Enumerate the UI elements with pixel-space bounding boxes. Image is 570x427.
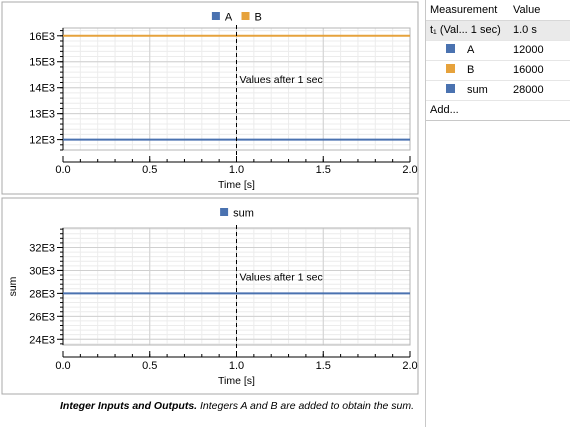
group-label: t₁ (Val... 1 sec) bbox=[430, 24, 501, 36]
measurement-name-b: B bbox=[467, 64, 475, 76]
plot-area: 12E3 13E3 14E3 15E3 16E3 0.0 0.5 1.0 1.5 2.0 Time … bbox=[1, 1, 420, 412]
chart1-x-tick-label: 1.0 bbox=[229, 164, 244, 176]
chart1-legend-A-swatch bbox=[211, 12, 220, 20]
chart2-x-tick-label: 1.0 bbox=[229, 360, 244, 372]
plot-caption: Integer Inputs and Outputs. Integers A a… bbox=[60, 400, 420, 412]
chart1-x-axis-label: Time [s] bbox=[218, 179, 255, 191]
measurement-row-sum[interactable]: sum 28000 bbox=[426, 81, 570, 101]
measurement-value-sum: 28000 bbox=[513, 84, 544, 96]
chart1-x-tick-label: 2.0 bbox=[402, 164, 417, 176]
chart1-legend-A-label: A bbox=[225, 12, 233, 24]
chart2-x-tick-label: 1.5 bbox=[316, 360, 331, 372]
measurement-row-a[interactable]: A 12000 bbox=[426, 41, 570, 61]
series-b-swatch-icon bbox=[446, 64, 455, 73]
add-measurement-label: Add... bbox=[430, 104, 459, 116]
series-a-swatch-icon bbox=[446, 44, 455, 53]
measurement-column-header[interactable]: Measurement bbox=[430, 4, 498, 16]
chart1-x-tick-label: 0.0 bbox=[55, 164, 70, 176]
measurement-value-a: 12000 bbox=[513, 44, 544, 56]
chart1-legend-B-label: B bbox=[255, 12, 262, 24]
chart2-y-tick-label: 28E3 bbox=[29, 288, 55, 300]
chart2-legend-sum-swatch bbox=[220, 208, 229, 216]
measurement-name-sum: sum bbox=[467, 84, 488, 96]
chart2-x-tick-label: 2.0 bbox=[402, 360, 417, 372]
chart1-legend-B-swatch bbox=[241, 12, 250, 20]
chart1-x-tick-label: 1.5 bbox=[316, 164, 331, 176]
chart2-y-tick-label: 30E3 bbox=[29, 265, 55, 277]
chart1-y-tick-label: 16E3 bbox=[29, 31, 55, 43]
chart1-y-tick-label: 15E3 bbox=[29, 57, 55, 69]
chart1-y-tick-label: 14E3 bbox=[29, 83, 55, 95]
measurement-value-b: 16000 bbox=[513, 64, 544, 76]
chart1-y-tick-label: 12E3 bbox=[29, 135, 55, 147]
chart2-annotation-label: Values after 1 sec bbox=[240, 272, 323, 284]
chart2-y-axis-label: sum bbox=[7, 276, 19, 296]
chart1-y-tick-label: 13E3 bbox=[29, 109, 55, 121]
plot-canvas: 12E3 13E3 14E3 15E3 16E3 0.0 0.5 1.0 1.5 2.0 Time … bbox=[1, 1, 419, 395]
chart2-y-tick-label: 24E3 bbox=[29, 334, 55, 346]
chart2-x-tick-label: 0.5 bbox=[142, 360, 157, 372]
caption-bold: Integer Inputs and Outputs. bbox=[60, 400, 198, 412]
group-value: 1.0 s bbox=[513, 24, 537, 36]
chart1-x-tick-label: 0.5 bbox=[142, 164, 157, 176]
value-column-header[interactable]: Value bbox=[513, 4, 541, 16]
measurement-header: Measurement Value bbox=[426, 0, 570, 21]
measurement-name-a: A bbox=[467, 44, 475, 56]
caption-text: Integers A and B are added to obtain the… bbox=[197, 400, 415, 412]
chart2-x-tick-label: 0.0 bbox=[55, 360, 70, 372]
measurement-group-row[interactable]: t₁ (Val... 1 sec) 1.0 s bbox=[426, 21, 570, 41]
measurement-panel: Measurement Value t₁ (Val... 1 sec) 1.0 … bbox=[425, 0, 570, 427]
measurement-row-b[interactable]: B 16000 bbox=[426, 61, 570, 81]
chart2-x-axis-label: Time [s] bbox=[218, 375, 255, 387]
chart2-y-tick-label: 32E3 bbox=[29, 243, 55, 255]
chart1-annotation-label: Values after 1 sec bbox=[240, 74, 323, 86]
chart2-frame bbox=[1, 197, 419, 395]
add-measurement-button[interactable]: Add... bbox=[426, 101, 570, 121]
chart2-legend-sum-label: sum bbox=[233, 208, 254, 220]
series-sum-swatch-icon bbox=[446, 84, 455, 93]
chart2-y-tick-label: 26E3 bbox=[29, 311, 55, 323]
